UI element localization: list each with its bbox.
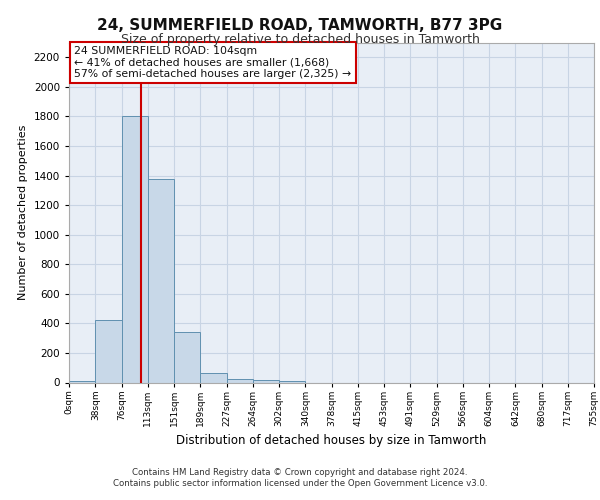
Bar bbox=[148, 178, 173, 382]
Y-axis label: Number of detached properties: Number of detached properties bbox=[18, 125, 28, 300]
Text: 24, SUMMERFIELD ROAD, TAMWORTH, B77 3PG: 24, SUMMERFIELD ROAD, TAMWORTH, B77 3PG bbox=[97, 18, 503, 32]
Text: Contains HM Land Registry data © Crown copyright and database right 2024.
Contai: Contains HM Land Registry data © Crown c… bbox=[113, 468, 487, 487]
Bar bbox=[227, 379, 253, 382]
Bar bbox=[200, 373, 227, 382]
Bar bbox=[69, 381, 95, 382]
Bar bbox=[174, 332, 200, 382]
Bar bbox=[253, 380, 278, 382]
Bar bbox=[95, 320, 121, 382]
X-axis label: Distribution of detached houses by size in Tamworth: Distribution of detached houses by size … bbox=[176, 434, 487, 447]
Bar bbox=[122, 116, 148, 382]
Text: 24 SUMMERFIELD ROAD: 104sqm
← 41% of detached houses are smaller (1,668)
57% of : 24 SUMMERFIELD ROAD: 104sqm ← 41% of det… bbox=[74, 46, 352, 79]
Bar bbox=[279, 381, 305, 382]
Text: Size of property relative to detached houses in Tamworth: Size of property relative to detached ho… bbox=[121, 32, 479, 46]
